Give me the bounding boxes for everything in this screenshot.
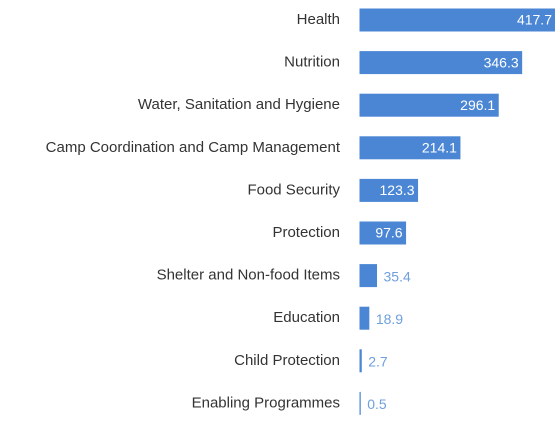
value-label: 2.7: [368, 354, 388, 370]
category-label: Protection: [272, 224, 340, 241]
category-label: Camp Coordination and Camp Management: [46, 139, 341, 156]
category-label: Water, Sanitation and Hygiene: [138, 96, 340, 113]
bar: [360, 307, 369, 329]
category-label: Enabling Programmes: [192, 394, 340, 411]
value-label: 97.6: [375, 225, 402, 241]
value-label: 296.1: [460, 97, 495, 113]
value-label: 18.9: [376, 311, 403, 327]
value-label: 417.7: [517, 12, 552, 28]
value-label: 214.1: [422, 140, 457, 156]
bar: [360, 350, 361, 372]
category-label: Shelter and Non-food Items: [157, 267, 340, 284]
value-label: 0.5: [367, 396, 387, 412]
category-label: Education: [273, 309, 340, 326]
category-label: Food Security: [247, 181, 340, 198]
bar: [360, 265, 377, 287]
value-label: 346.3: [484, 54, 519, 70]
value-label: 123.3: [380, 182, 415, 198]
category-label: Nutrition: [284, 54, 340, 71]
category-label: Child Protection: [234, 352, 340, 369]
category-label: Health: [297, 11, 340, 28]
value-label: 35.4: [384, 268, 411, 284]
